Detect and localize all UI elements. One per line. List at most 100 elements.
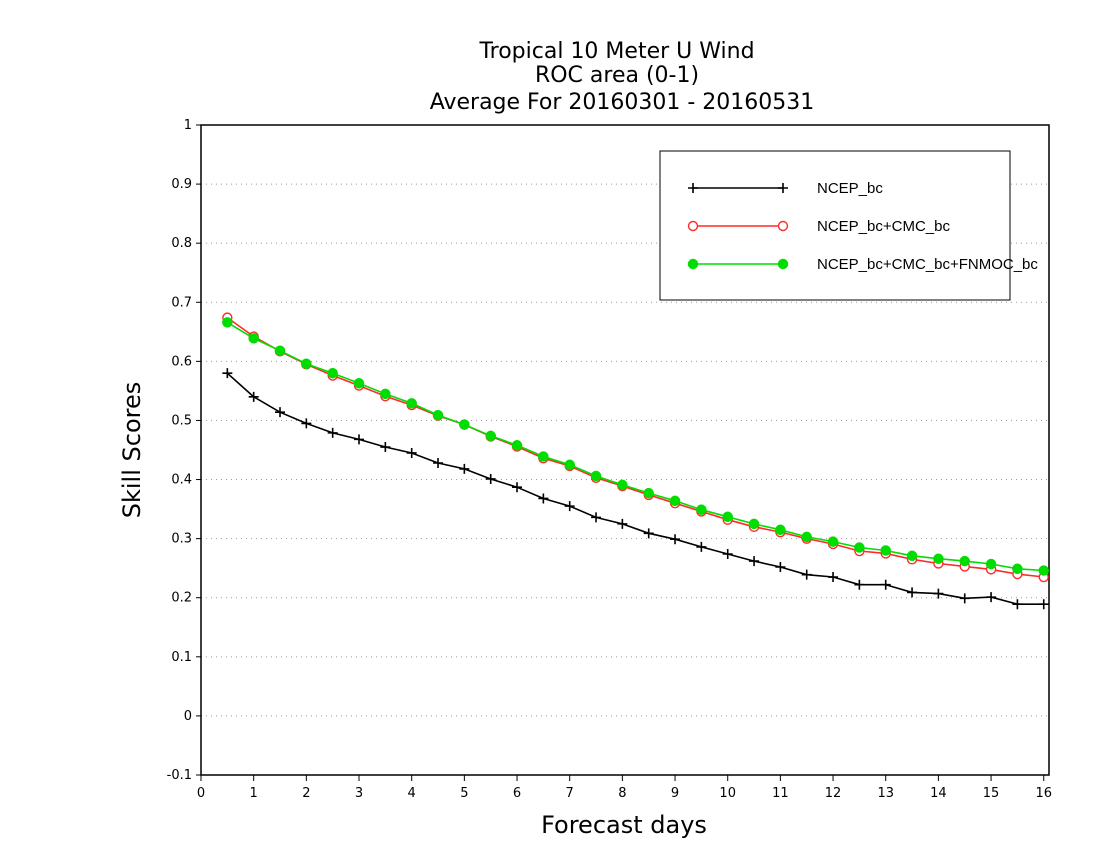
y-tick-label-8: 0.7 <box>171 295 192 310</box>
series-0-point-16 <box>643 528 654 539</box>
series-2-point-10 <box>485 430 496 442</box>
series-2-point-11 <box>511 440 523 451</box>
y-tick-label-2: 0.1 <box>171 650 192 665</box>
x-tick-label-2: 2 <box>302 786 310 801</box>
series-2-point-19 <box>722 511 733 523</box>
chart-period: Average For 20160301 - 20160531 <box>430 90 815 115</box>
series-2-point-30 <box>1012 563 1023 575</box>
series-0-point-3 <box>301 418 312 429</box>
y-tick-label-6: 0.5 <box>171 413 192 428</box>
x-axis-label: Forecast days <box>541 811 707 839</box>
series-2-point-7 <box>406 398 417 409</box>
series-0 <box>222 368 1049 610</box>
series-0-point-19 <box>722 549 733 559</box>
legend-label-2: NCEP_bc+CMC_bc+FNMOC_bc <box>817 256 1038 273</box>
legend-marker-start-1 <box>687 220 699 232</box>
series-2-point-16 <box>643 487 654 499</box>
legend-marker-start-2 <box>687 258 699 270</box>
series-0-point-21 <box>775 562 786 572</box>
y-tick-label-10: 0.9 <box>171 177 192 192</box>
y-tick-label-0: -0.1 <box>167 768 192 783</box>
series-0-point-29 <box>986 592 997 603</box>
series-0-point-30 <box>1012 599 1023 610</box>
series-2-point-24 <box>854 542 865 553</box>
series-0-point-28 <box>959 593 970 604</box>
series-0-point-6 <box>380 442 391 453</box>
series-2-point-8 <box>432 409 444 421</box>
series-2-point-12 <box>538 451 549 462</box>
series-2-point-18 <box>696 504 707 515</box>
series-0-point-24 <box>854 579 865 590</box>
y-tick-label-5: 0.4 <box>171 473 192 488</box>
y-tick-label-1: 0 <box>184 709 192 724</box>
x-tick-label-7: 7 <box>566 786 574 801</box>
y-axis-label: Skill Scores <box>118 382 146 519</box>
series-line-1 <box>226 316 1044 578</box>
x-tick-label-5: 5 <box>460 786 468 801</box>
x-tick-label-12: 12 <box>825 786 842 801</box>
series-0-point-0 <box>222 368 233 379</box>
x-tick-label-14: 14 <box>930 786 947 801</box>
series-0-point-18 <box>696 541 707 552</box>
series-2-point-29 <box>985 558 997 570</box>
x-axis: 0 1 2 3 4 5 6 7 8 9 10 11 12 13 14 15 16 <box>197 775 1052 801</box>
series-0-point-26 <box>907 587 918 598</box>
legend-label-0: NCEP_bc <box>817 180 883 197</box>
series-line-0 <box>226 372 1044 606</box>
x-tick-label-9: 9 <box>671 786 679 801</box>
series-2-point-27 <box>933 553 944 564</box>
series-0-point-5 <box>354 434 365 445</box>
series-2-point-20 <box>748 518 760 530</box>
y-tick-label-4: 0.3 <box>171 532 192 547</box>
series-0-point-8 <box>433 458 444 468</box>
x-tick-label-0: 0 <box>197 786 205 801</box>
series-2-point-5 <box>353 377 365 389</box>
series-1 <box>222 312 1049 583</box>
series-2-point-22 <box>801 531 812 543</box>
series-2-point-14 <box>590 470 602 482</box>
series-0-point-2 <box>275 407 286 418</box>
plot-border <box>200 124 1050 776</box>
series-2-point-1 <box>248 333 259 344</box>
series-0-point-17 <box>670 534 681 545</box>
series-0-point-13 <box>564 501 575 512</box>
x-tick-label-4: 4 <box>408 786 416 801</box>
chart-subtitle: ROC area (0-1) <box>535 63 699 88</box>
chart-titles: Tropical 10 Meter U Wind ROC area (0-1) … <box>430 39 815 115</box>
series-0-point-12 <box>538 493 549 504</box>
x-tick-label-15: 15 <box>983 786 1000 801</box>
series-2-point-25 <box>880 545 891 556</box>
x-tick-label-3: 3 <box>355 786 363 801</box>
series-0-point-27 <box>933 588 944 599</box>
series-2-point-2 <box>274 345 286 356</box>
series-2-point-0 <box>222 317 233 328</box>
y-tick-label-9: 0.8 <box>171 236 192 251</box>
y-tick-label-3: 0.2 <box>171 591 192 606</box>
legend-label-1: NCEP_bc+CMC_bc <box>817 218 950 235</box>
x-tick-label-6: 6 <box>513 786 521 801</box>
legend-item-1: NCEP_bc+CMC_bc <box>687 218 950 235</box>
x-tick-label-11: 11 <box>772 786 789 801</box>
chart-title: Tropical 10 Meter U Wind <box>478 39 754 64</box>
series-2-point-13 <box>564 459 575 471</box>
series-2-point-3 <box>301 358 312 369</box>
series-2-point-15 <box>617 479 628 491</box>
series-0-point-25 <box>880 579 891 590</box>
series-2-point-21 <box>775 524 786 536</box>
legend-item-2: NCEP_bc+CMC_bc+FNMOC_bc <box>687 256 1038 273</box>
series-2-point-17 <box>669 495 681 507</box>
series-2 <box>222 317 1049 576</box>
legend-marker-end-1 <box>777 220 789 232</box>
series-0-point-15 <box>617 518 628 529</box>
series-0-point-20 <box>749 556 760 567</box>
y-axis: -0.1 0 0.1 0.2 0.3 0.4 0.5 0.6 0.7 0.8 0.9 1 <box>167 118 201 783</box>
series-line-2 <box>226 321 1044 572</box>
plot-frame <box>200 124 1050 776</box>
series-2-point-31 <box>1038 565 1049 576</box>
legend-marker-end-2 <box>777 258 789 270</box>
legend-marker-start-0 <box>688 183 698 193</box>
series-0-point-10 <box>485 473 496 484</box>
series-0-point-14 <box>591 512 602 523</box>
series-0-point-7 <box>406 447 417 458</box>
